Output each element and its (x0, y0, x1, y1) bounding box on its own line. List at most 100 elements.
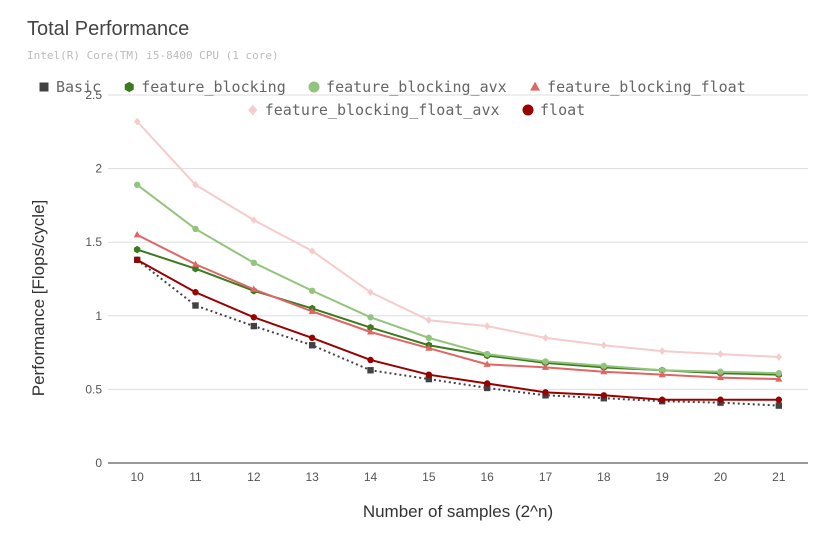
series-line (136, 183, 779, 375)
legend-label: Basic (56, 78, 101, 96)
data-point (425, 371, 433, 378)
data-point (367, 314, 374, 321)
data-point (542, 358, 549, 365)
x-tick-label: 17 (539, 470, 553, 484)
data-point (775, 402, 783, 409)
y-axis-ticks: 0 0.5 1 1.5 2 2.5 (85, 88, 102, 470)
legend-label: feature_blocking_float (547, 78, 746, 96)
data-point (600, 367, 608, 375)
data-point (717, 368, 724, 375)
y-tick-label: 0.5 (85, 382, 102, 396)
legend-item[interactable]: feature_blocking_float (530, 78, 746, 96)
x-tick-label: 12 (247, 470, 261, 484)
data-point (775, 370, 783, 377)
data-point (366, 328, 375, 335)
data-point (775, 375, 783, 382)
data-point (133, 231, 141, 238)
series-line (136, 120, 779, 359)
x-tick-label: 21 (772, 470, 786, 484)
data-point (717, 396, 724, 403)
y-tick-label: 0 (95, 456, 102, 470)
x-tick-label: 10 (130, 470, 144, 484)
data-point (250, 216, 258, 224)
data-point (658, 370, 666, 378)
x-tick-label: 11 (189, 470, 202, 484)
data-point (658, 347, 666, 355)
data-point (483, 384, 491, 392)
data-point (192, 265, 199, 273)
data-point (775, 353, 783, 361)
data-point (191, 260, 200, 267)
legend-marker (308, 81, 320, 93)
x-tick-label: 13 (305, 470, 319, 484)
data-point (483, 322, 491, 330)
data-point (717, 350, 724, 358)
data-point (367, 367, 374, 374)
legend-item[interactable]: feature_blocking_float_avx (248, 101, 500, 119)
series-line (136, 233, 779, 381)
series-line (136, 258, 779, 401)
legend-label: float (540, 101, 585, 119)
data-point (542, 334, 549, 342)
data-point (133, 181, 141, 188)
chart-subtitle: Intel(R) Core(TM) i5-8400 CPU (1 core) (27, 49, 279, 62)
series-feature_blocking_float (133, 231, 783, 382)
data-point (367, 288, 374, 297)
data-point (600, 362, 608, 370)
series-feature_blocking_avx (133, 181, 783, 377)
legend-marker (39, 82, 49, 92)
data-point (250, 285, 258, 292)
legend-marker (522, 104, 534, 116)
y-tick-label: 1.5 (85, 235, 102, 249)
legend-label: feature_blocking (141, 78, 286, 96)
legend-label: feature_blocking_float_avx (265, 101, 500, 119)
data-point (192, 302, 199, 309)
legend-marker (248, 104, 258, 116)
data-point (308, 247, 316, 255)
data-point (425, 334, 433, 342)
y-tick-label: 2.5 (85, 88, 102, 102)
data-point (775, 396, 783, 403)
legend: Basic feature_blocking feature_blocking_av… (39, 78, 746, 119)
data-point (250, 314, 258, 321)
data-point (600, 392, 608, 399)
x-axis-label: Number of samples (2^n) (363, 502, 553, 521)
data-point (483, 350, 491, 358)
x-tick-label: 19 (655, 470, 669, 484)
x-tick-label: 18 (597, 470, 611, 484)
data-point (367, 323, 374, 332)
data-point (133, 245, 141, 254)
legend-label: feature_blocking_avx (326, 78, 507, 96)
data-point (600, 341, 608, 350)
data-point (658, 396, 666, 403)
series-feature_blocking (133, 245, 783, 379)
series-feature_blocking_float_avx (133, 117, 783, 361)
x-tick-label: 16 (480, 470, 494, 484)
x-axis-ticks: 10 11 12 13 14 15 16 17 18 19 20 21 (130, 470, 785, 484)
data-point (133, 117, 141, 126)
data-point (308, 307, 316, 314)
data-point (542, 389, 549, 396)
data-point (308, 287, 316, 294)
data-point (308, 334, 316, 342)
data-point (133, 256, 141, 264)
y-axis-label: Performance [Flops/cycle] (29, 200, 48, 397)
legend-item[interactable]: feature_blocking_avx (308, 78, 507, 96)
series-layer (133, 117, 783, 409)
grid (108, 94, 808, 464)
y-tick-label: 1 (95, 309, 102, 323)
legend-marker (530, 81, 540, 91)
x-tick-label: 15 (422, 470, 436, 484)
data-point (250, 259, 258, 267)
data-point (425, 344, 433, 351)
x-tick-label: 20 (714, 470, 728, 484)
legend-item[interactable]: float (522, 101, 586, 119)
data-point (367, 356, 374, 364)
legend-item[interactable]: Basic (39, 78, 102, 96)
legend-item[interactable]: feature_blocking (124, 78, 286, 96)
data-point (425, 375, 433, 383)
y-tick-label: 2 (95, 162, 102, 176)
data-point (192, 180, 199, 189)
chart-title: Total Performance (27, 18, 189, 40)
